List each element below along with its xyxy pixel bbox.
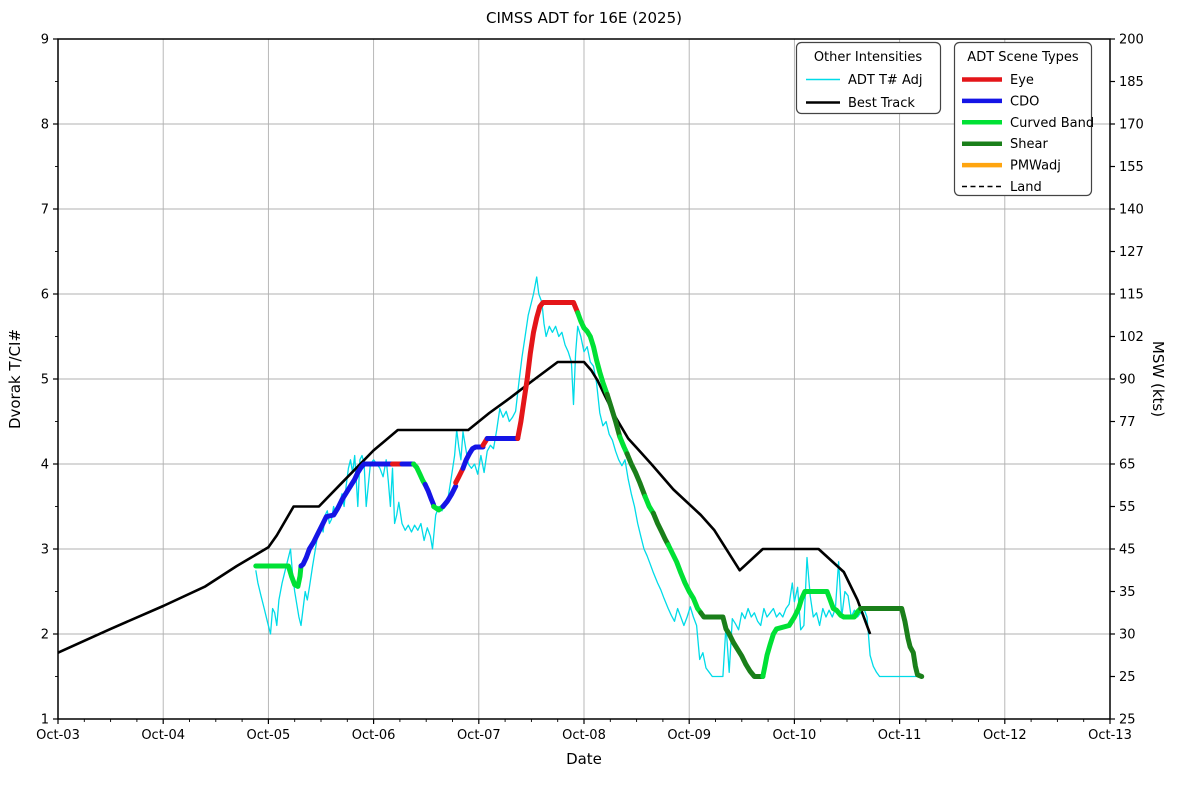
- scene-segment-shear: [698, 610, 766, 679]
- y-left-tick-label: 8: [41, 118, 49, 133]
- legend-label-best-track: Best Track: [848, 96, 915, 111]
- legend-label-pmwadj: PMWadj: [1010, 159, 1061, 174]
- y-right-tick-label: 170: [1119, 118, 1144, 133]
- y-left-tick-label: 2: [41, 628, 49, 643]
- x-tick-label: Oct-11: [878, 728, 922, 743]
- legend-scene-types: ADT Scene Types Eye CDO Curved Band Shear PM…: [953, 41, 1094, 197]
- best-track-line: [57, 360, 872, 654]
- y-right-tick-label: 35: [1119, 585, 1136, 600]
- y-right-axis-label: MSW (kts): [1149, 341, 1167, 417]
- scene-segment-shear: [858, 606, 925, 679]
- y-right-tick-label: 200: [1119, 33, 1144, 48]
- legend-other-box: [795, 41, 942, 115]
- x-tick-label: Oct-07: [457, 728, 501, 743]
- y-right-tick-label: 77: [1119, 415, 1136, 430]
- scene-segment-curved-band: [642, 493, 656, 516]
- legend-label-land: Land: [1010, 180, 1042, 195]
- y-left-tick-label: 9: [41, 33, 49, 48]
- grid-lines: [57, 38, 1111, 720]
- y-left-tick-label: 3: [41, 543, 49, 558]
- scene-segment-curved-band: [665, 542, 704, 616]
- x-axis-label: Date: [566, 750, 602, 768]
- y-left-tick-label: 6: [41, 288, 49, 303]
- legend-label-shear: Shear: [1010, 137, 1048, 152]
- y-right-tick-label: 140: [1119, 203, 1144, 218]
- axis-ticks: Oct-03 Oct-04 Oct-05 Oct-06 Oct-07 Oct-08 Oct-…: [36, 33, 1144, 744]
- y-left-axis-label: Dvorak T/CI#: [6, 329, 24, 429]
- y-right-tick-label: 65: [1119, 458, 1136, 473]
- y-left-tick-label: 5: [41, 373, 49, 388]
- scene-segment-cdo: [460, 444, 486, 471]
- scene-segment-shear: [604, 391, 623, 440]
- legend-label-curved-band: Curved Band: [1010, 116, 1094, 131]
- x-tick-label: Oct-09: [667, 728, 711, 743]
- data-series: [57, 276, 925, 679]
- x-tick-label: Oct-04: [141, 728, 185, 743]
- x-tick-label: Oct-10: [773, 728, 817, 743]
- legend-other-intensities: Other Intensities ADT T# Adj Best Track: [795, 41, 942, 115]
- scene-segment-cdo: [440, 483, 459, 509]
- legend-label-eye: Eye: [1010, 73, 1034, 88]
- scene-segment-curved-band: [411, 461, 428, 487]
- scene-segment-shear: [624, 451, 648, 499]
- y-right-tick-label: 55: [1119, 500, 1136, 515]
- y-right-tick-label: 25: [1119, 713, 1136, 728]
- y-right-tick-label: 25: [1119, 670, 1136, 685]
- scene-segment-curved-band: [575, 310, 610, 397]
- x-tick-label: Oct-06: [352, 728, 396, 743]
- legend-label-cdo: CDO: [1010, 94, 1039, 109]
- scene-segment-cdo: [422, 481, 437, 508]
- y-right-tick-label: 115: [1119, 288, 1144, 303]
- scene-segment-curved-band: [617, 434, 630, 457]
- y-right-tick-label: 102: [1119, 330, 1144, 345]
- y-right-tick-label: 90: [1119, 373, 1136, 388]
- scene-segment-cdo: [298, 461, 395, 569]
- scene-segment-eye: [515, 300, 581, 441]
- legend-other-title: Other Intensities: [814, 50, 923, 65]
- scene-segment-eye: [453, 465, 466, 486]
- x-tick-label: Oct-13: [1088, 728, 1132, 743]
- x-tick-label: Oct-12: [983, 728, 1027, 743]
- y-left-tick-label: 1: [41, 713, 49, 728]
- legend-label-adt-t-adj: ADT T# Adj: [848, 73, 922, 88]
- y-right-tick-label: 30: [1119, 628, 1136, 643]
- y-left-tick-label: 4: [41, 458, 49, 473]
- legend-scenes-title: ADT Scene Types: [967, 50, 1079, 65]
- scene-segment-shear: [650, 510, 671, 548]
- y-right-tick-label: 127: [1119, 245, 1144, 260]
- x-tick-label: Oct-03: [36, 728, 80, 743]
- y-left-tick-label: 7: [41, 203, 49, 218]
- y-right-tick-label: 45: [1119, 543, 1136, 558]
- x-tick-label: Oct-05: [247, 728, 291, 743]
- chart-title: CIMSS ADT for 16E (2025): [486, 9, 682, 27]
- y-right-tick-label: 155: [1119, 160, 1144, 175]
- y-right-tick-label: 185: [1119, 75, 1144, 90]
- x-tick-label: Oct-08: [562, 728, 606, 743]
- scene-segment-curved-band: [760, 589, 864, 679]
- scene-segment-curved-band: [253, 563, 304, 589]
